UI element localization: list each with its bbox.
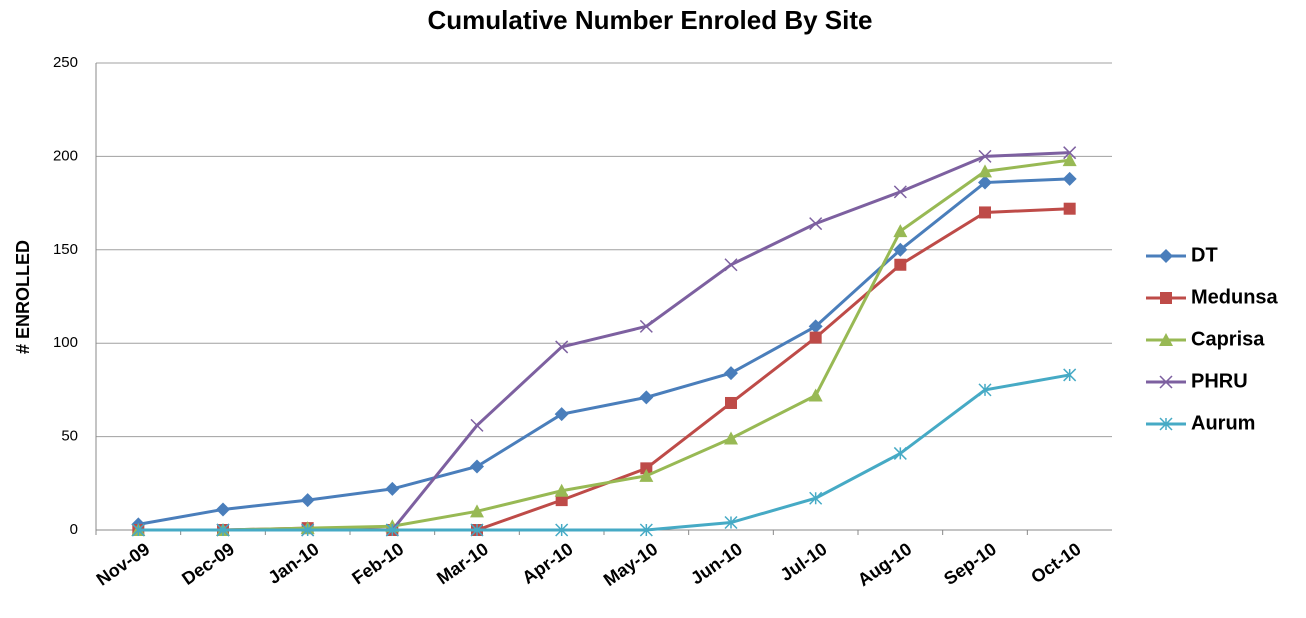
- marker: [808, 388, 823, 402]
- x-tick-label: Nov-09: [93, 539, 154, 590]
- marker: [724, 431, 738, 445]
- marker: [640, 462, 653, 475]
- marker: [639, 390, 654, 405]
- marker: [639, 523, 653, 537]
- line: [138, 177, 1070, 526]
- x-tick-label: May-10: [600, 539, 661, 590]
- marker: [1062, 171, 1077, 186]
- legend-label: PHRU: [1191, 370, 1248, 392]
- marker: [978, 383, 992, 397]
- marker: [809, 217, 823, 231]
- marker: [978, 164, 992, 178]
- legend-label: Aurum: [1191, 412, 1255, 434]
- x-tick-label: Oct-10: [1027, 539, 1084, 588]
- marker: [808, 319, 823, 334]
- x-tick-label: Jan-10: [264, 539, 322, 588]
- marker: [555, 494, 568, 507]
- marker: [1063, 146, 1077, 160]
- x-tick-label: Mar-10: [433, 539, 492, 589]
- line: [138, 373, 1070, 532]
- marker: [470, 459, 484, 474]
- y-tick-label: 0: [70, 521, 78, 538]
- marker: [724, 366, 738, 381]
- legend-marker: [1159, 417, 1173, 431]
- marker: [470, 523, 484, 537]
- marker: [978, 175, 992, 190]
- marker: [893, 224, 908, 238]
- y-tick-label: 100: [53, 334, 78, 351]
- marker: [639, 468, 654, 482]
- marker: [554, 483, 569, 497]
- legend-label: DT: [1191, 244, 1218, 266]
- legend-label: Caprisa: [1191, 328, 1265, 350]
- legend-marker: [1159, 333, 1173, 346]
- marker: [470, 418, 484, 432]
- y-tick-label: 50: [61, 428, 78, 445]
- legend-marker: [1160, 292, 1172, 304]
- y-tick-label: 200: [53, 147, 78, 164]
- marker: [724, 258, 738, 272]
- x-tick-label: Feb-10: [348, 539, 407, 589]
- chart-title: Cumulative Number Enroled By Site: [428, 5, 873, 35]
- marker: [385, 523, 399, 537]
- marker: [385, 481, 400, 496]
- marker: [131, 523, 145, 537]
- marker: [216, 523, 230, 537]
- legend-marker: [1159, 249, 1173, 263]
- marker: [300, 493, 315, 508]
- x-tick-label: Jul-10: [777, 539, 831, 585]
- marker: [555, 340, 569, 354]
- line: [138, 158, 1070, 532]
- y-tick-label: 250: [53, 54, 78, 71]
- marker: [978, 149, 992, 163]
- marker: [809, 331, 822, 344]
- marker: [894, 258, 907, 271]
- marker: [1062, 153, 1077, 167]
- legend-marker: [1159, 375, 1173, 389]
- legend-label: Medunsa: [1191, 286, 1279, 308]
- y-tick-label: 150: [53, 241, 78, 258]
- x-tick-label: Dec-09: [178, 539, 238, 589]
- marker: [809, 491, 823, 505]
- x-tick-label: Jun-10: [687, 539, 746, 589]
- marker: [555, 523, 569, 537]
- marker: [1063, 368, 1077, 382]
- marker: [724, 515, 738, 530]
- marker: [893, 242, 908, 257]
- marker: [893, 185, 907, 199]
- marker: [1063, 202, 1076, 215]
- y-axis-label: # ENROLLED: [13, 240, 33, 354]
- marker: [554, 407, 569, 422]
- marker: [216, 502, 230, 517]
- marker: [893, 446, 907, 460]
- marker: [979, 206, 991, 219]
- x-tick-label: Apr-10: [519, 539, 577, 588]
- marker: [301, 523, 315, 537]
- x-tick-label: Sep-10: [940, 539, 1000, 589]
- marker: [725, 396, 737, 409]
- marker: [470, 504, 484, 518]
- marker: [639, 319, 653, 333]
- x-tick-label: Aug-10: [854, 539, 915, 590]
